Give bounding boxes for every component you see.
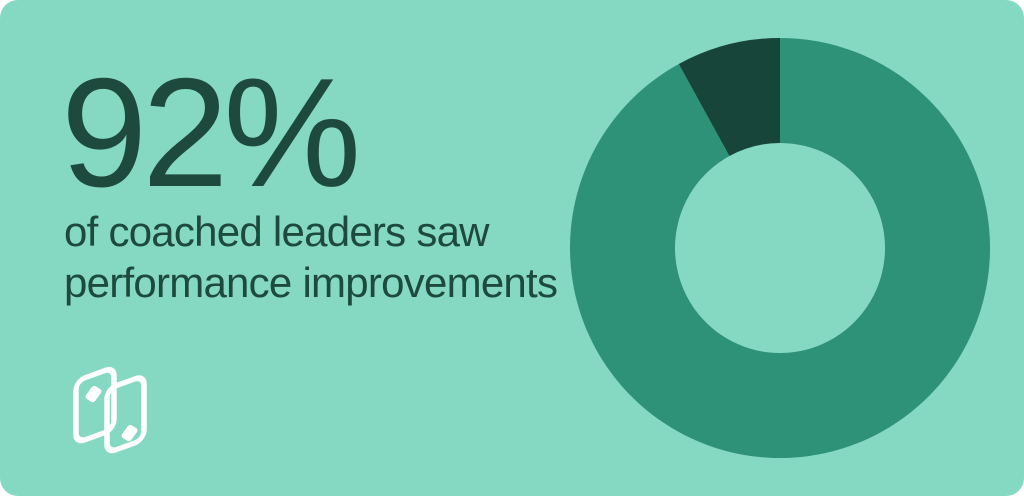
logo-diamond-front: [121, 424, 138, 442]
brand-logo: [62, 357, 168, 470]
stat-description-line2: performance improvements: [64, 259, 558, 306]
logo-diamond-back: [85, 385, 102, 403]
donut-slice-major: [570, 38, 990, 458]
logo-card-front: [104, 375, 147, 454]
donut-slice-minor: [678, 38, 780, 156]
logo-card-back: [73, 366, 117, 444]
donut-chart: [570, 38, 990, 458]
stat-description: of coached leaders saw performance impro…: [64, 206, 558, 308]
stat-description-line1: of coached leaders saw: [64, 208, 490, 255]
overlapping-cards-icon: [73, 366, 147, 454]
stat-value: 92%: [61, 46, 361, 219]
